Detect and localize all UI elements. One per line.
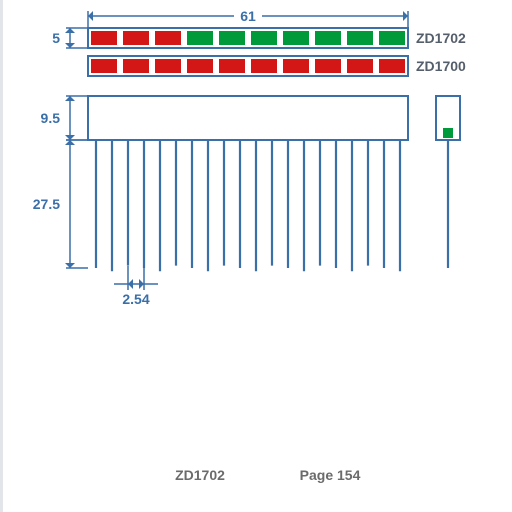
dim-9p5-label: 9.5 [41,110,61,126]
bar2-segment [219,59,245,73]
footer-page: Page 154 [300,467,361,483]
bar1-segment [379,31,405,45]
bar1-segment [123,31,149,45]
bar2-segment [91,59,117,73]
dim-pitch-label: 2.54 [122,291,149,307]
bar1-segment [155,31,181,45]
bar2-segment [251,59,277,73]
bar1-segment [187,31,213,45]
led-bargraph-diagram: 61 5 ZD1702 ZD1700 9.5 27.5 2.54 ZD1702 Page 154 [0,0,512,512]
dim-27p5-label: 27.5 [33,196,60,212]
bar1-segment [91,31,117,45]
bar1-segment [315,31,341,45]
footer-model: ZD1702 [175,467,225,483]
bar2-segment [123,59,149,73]
dim-width-label: 61 [240,8,256,24]
bar2-segment [315,59,341,73]
package-body-front [88,96,408,140]
bar2-segment [187,59,213,73]
bar1-segment [347,31,373,45]
bar2-segment [155,59,181,73]
bar2-segment [283,59,309,73]
bar1-segment [219,31,245,45]
bar2-segment [379,59,405,73]
side-led-face [443,128,453,138]
part-label-zd1700: ZD1700 [416,58,466,74]
bar1-segment [251,31,277,45]
dim-5-label: 5 [52,30,60,46]
crop-edge [0,0,3,512]
bar1-segment [283,31,309,45]
bar2-segment [347,59,373,73]
part-label-zd1702: ZD1702 [416,30,466,46]
